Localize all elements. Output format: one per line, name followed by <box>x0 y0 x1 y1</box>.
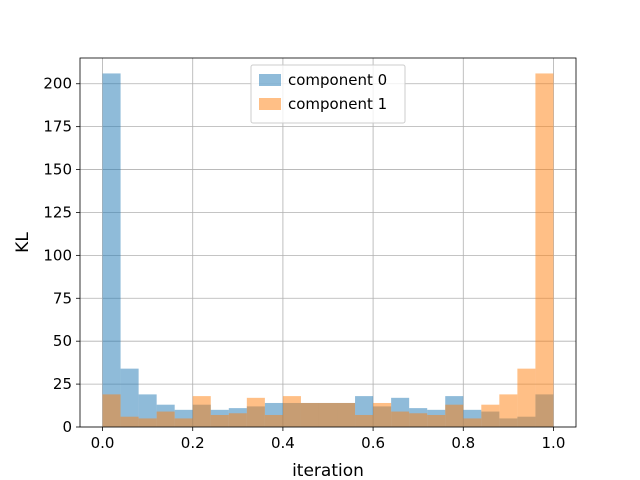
bar-series-1-bin-24 <box>535 73 554 428</box>
bar-series-1-bin-10 <box>282 396 301 427</box>
bar-series-1-bin-13 <box>337 402 356 427</box>
bar-series-1-bin-19 <box>445 404 464 427</box>
legend-label-1: component 1 <box>288 95 387 113</box>
legend-swatch-0 <box>259 74 281 86</box>
bar-series-1-bin-22 <box>499 394 518 427</box>
bar-series-1-bin-7 <box>228 413 247 427</box>
bar-series-1-bin-15 <box>373 402 392 427</box>
bar-series-1-bin-21 <box>481 404 500 427</box>
y-tick-label: 150 <box>43 161 72 179</box>
x-tick-label: 0.8 <box>451 434 475 452</box>
bar-series-0-bin-1 <box>120 368 139 427</box>
bar-series-1-bin-16 <box>391 411 410 427</box>
bar-series-1-bin-23 <box>517 368 536 427</box>
bar-series-1-bin-1 <box>120 416 139 427</box>
x-tick-label: 0.6 <box>361 434 385 452</box>
bar-series-1-bin-20 <box>463 418 482 427</box>
y-tick-label: 25 <box>53 375 72 393</box>
y-tick-label: 0 <box>62 418 72 436</box>
bar-series-1-bin-14 <box>355 414 374 427</box>
bar-series-1-bin-17 <box>409 413 428 427</box>
bar-series-1-bin-4 <box>174 418 193 427</box>
legend-swatch-1 <box>259 98 281 110</box>
bar-series-1-bin-12 <box>318 402 338 427</box>
bar-series-0-bin-0 <box>102 73 121 428</box>
bar-series-1-bin-0 <box>102 394 121 427</box>
bar-series-1-bin-18 <box>427 414 446 427</box>
x-tick-label: 0.4 <box>271 434 295 452</box>
bar-series-1-bin-6 <box>210 414 229 427</box>
legend-label-0: component 0 <box>288 71 387 89</box>
y-tick-label: 200 <box>43 75 72 93</box>
plot-frame <box>79 57 577 428</box>
bar-series-1-bin-3 <box>156 411 175 427</box>
legend-box <box>250 64 406 124</box>
axis-ticks: 0.0 0.2 0.4 0.6 0.8 1.0 0 25 50 75 100 125 150 175 200 <box>43 75 565 452</box>
bar-series-1-bin-2 <box>138 418 157 427</box>
y-axis-label: KL <box>13 232 33 253</box>
x-axis-label: iteration <box>292 461 364 480</box>
bar-series-1-bin-9 <box>264 414 283 427</box>
y-tick-label: 100 <box>43 246 72 264</box>
y-tick-label: 175 <box>43 118 72 136</box>
y-tick-label: 75 <box>53 289 72 307</box>
histogram-bars <box>102 73 554 428</box>
y-tick-label: 125 <box>43 203 72 221</box>
x-tick-label: 0.0 <box>91 434 115 452</box>
y-tick-label: 50 <box>53 332 72 350</box>
legend: component 0 component 1 <box>250 64 406 124</box>
bar-series-1-bin-11 <box>300 402 319 427</box>
x-tick-label: 0.2 <box>181 434 205 452</box>
bar-series-1-bin-8 <box>246 397 265 427</box>
x-tick-label: 1.0 <box>542 434 566 452</box>
bar-series-1-bin-5 <box>192 396 211 427</box>
